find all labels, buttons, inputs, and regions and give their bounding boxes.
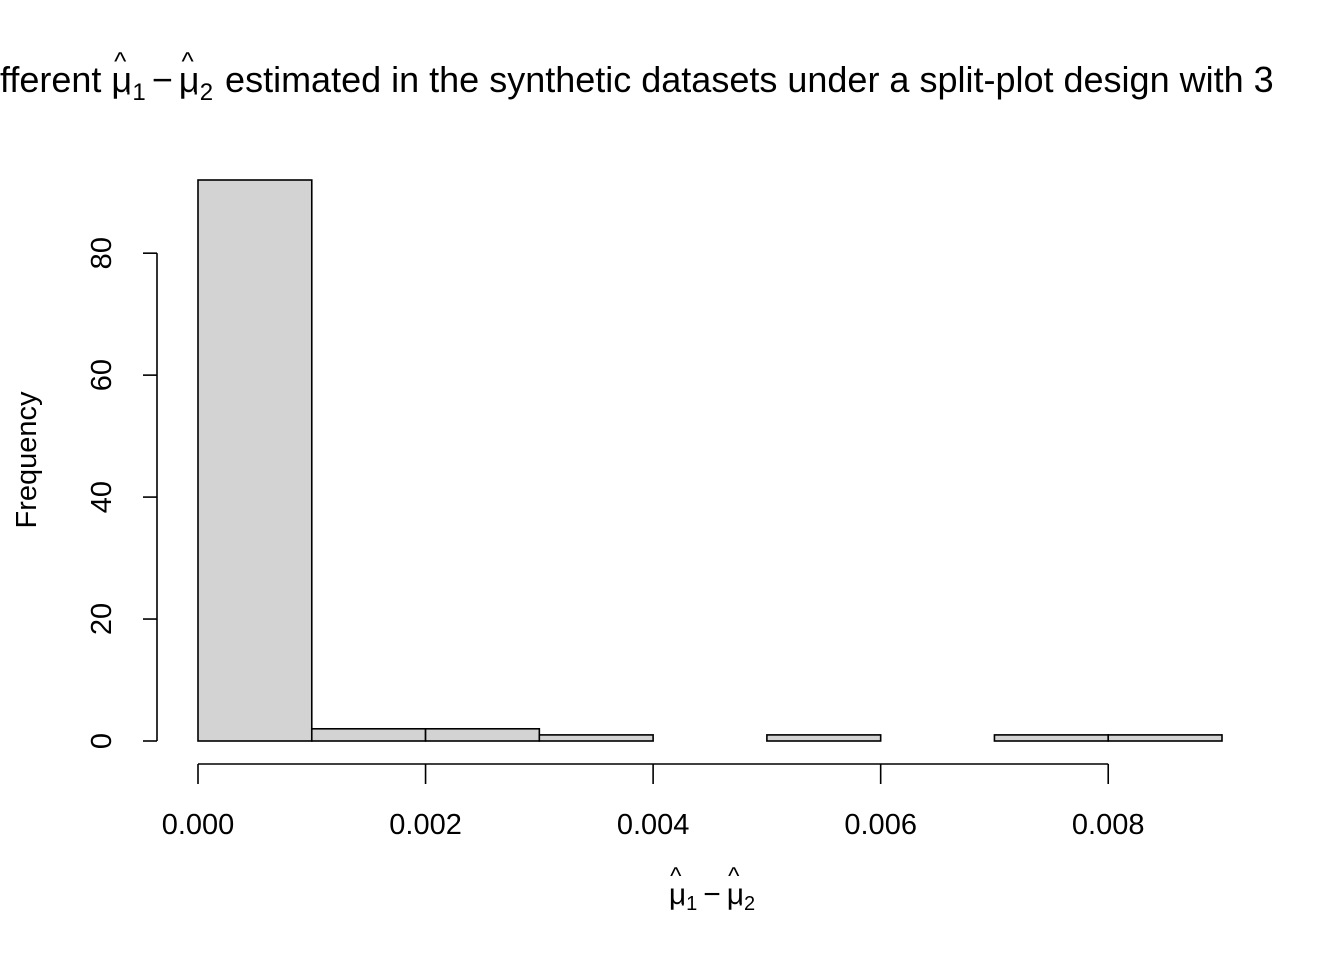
histogram-bar-7 [993, 734, 1110, 742]
y-tick-label-4: 80 [86, 237, 118, 269]
histogram-bars [197, 179, 1223, 742]
histogram-bar-2 [424, 727, 541, 742]
y-tick-label-1: 20 [86, 603, 118, 635]
x-axis-label-hat1: ^ [670, 863, 682, 890]
x-axis-label-sub2: ·2 [737, 893, 755, 915]
x-tick-label-2: 0.004 [617, 809, 690, 841]
chart-title-hat1: ^ [114, 46, 127, 76]
x-axis-label: μ^ ·1− μ^ ·2 [669, 863, 755, 915]
x-axis-label-hat2: ^ [728, 863, 740, 890]
x-axis-label-mu2: μ [727, 878, 744, 911]
y-tick-label-3: 60 [86, 359, 118, 391]
y-tick-label-2: 40 [86, 481, 118, 513]
chart-title-minus: − [152, 59, 173, 100]
y-axis-label: Frequency [11, 391, 43, 529]
histogram-bar-5 [766, 734, 882, 742]
x-tick-label-0: 0.000 [162, 809, 235, 841]
chart-title-sub2: ·2 [192, 79, 213, 106]
chart-title-mu2: μ [179, 59, 200, 100]
x-axis-label-mu1: μ [669, 878, 686, 911]
x-axis-label-sub1: ·1 [679, 893, 697, 915]
x-tick-label-4: 0.008 [1072, 809, 1145, 841]
x-axis-label-minus: − [703, 878, 721, 911]
histogram-bar-8 [1107, 734, 1223, 742]
chart-title-suffix: estimated in the synthetic datasets unde… [225, 59, 1274, 100]
chart-title-sub1: ·1 [124, 79, 145, 106]
chart-title-prefix: fferent [0, 59, 101, 100]
x-tick-label-3: 0.006 [844, 809, 917, 841]
histogram-bar-1 [310, 727, 427, 742]
histogram-bar-3 [538, 734, 654, 742]
x-axis: 0.000 0.002 0.004 0.006 0.008 [162, 763, 1145, 841]
y-axis: 0 20 40 60 80 [86, 237, 158, 749]
x-tick-label-1: 0.002 [389, 809, 462, 841]
y-tick-label-0: 0 [86, 733, 118, 749]
chart-title-mu1: μ [111, 59, 132, 100]
chart-title-hat2: ^ [182, 46, 195, 76]
histogram-bar-0 [197, 179, 313, 742]
chart-title: fferent μ^ ·1− μ^ ·2 estimated in the synthet… [0, 46, 1274, 106]
